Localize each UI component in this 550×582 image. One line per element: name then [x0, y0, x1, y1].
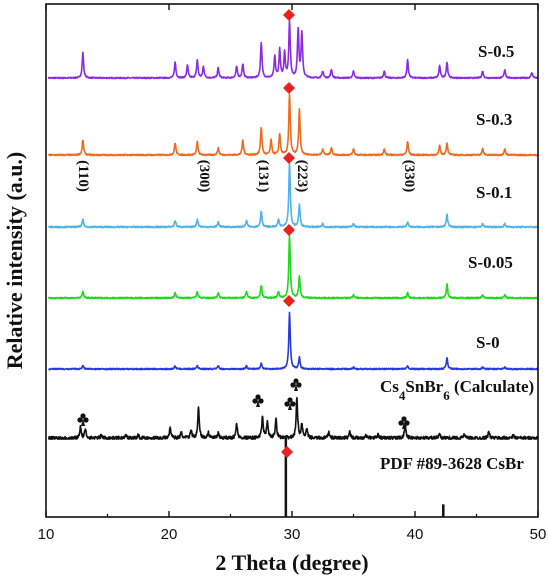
series-label-s-0: S-0 — [476, 333, 500, 352]
series-layer — [47, 19, 539, 517]
csbr-marker — [283, 9, 295, 21]
series-label-s-0-5: S-0.5 — [478, 42, 514, 61]
hkl-label: (300) — [196, 160, 212, 193]
hkl-label: (223) — [294, 160, 310, 193]
y-axis-title: Relative intensity (a.u.) — [2, 152, 27, 370]
series-label-s-0-05: S-0.05 — [468, 253, 513, 272]
x-tick-label: 40 — [407, 526, 424, 543]
x-axis-title: 2 Theta (degree) — [215, 550, 368, 575]
series-s-0-line — [48, 311, 539, 371]
x-tick-label: 50 — [530, 526, 547, 543]
cs4snbr6-marker — [284, 397, 296, 410]
series-s-0-5-line — [47, 19, 539, 80]
axis-layer: 10 20 30 40 50 2 Theta (degree) Relative inten… — [2, 3, 547, 575]
hkl-label: (110) — [75, 160, 91, 192]
hkl-label: (131) — [255, 160, 271, 193]
series-label-cs4snbr6-calculate: Cs4SnBr6 (Calculate) — [380, 377, 534, 403]
series-pdf-89-3628-csbr — [284, 438, 445, 517]
series-label-pdf-89-3628-csbr: PDF #89-3628 CsBr — [380, 454, 524, 473]
series-label-s-0-3: S-0.3 — [476, 110, 512, 129]
x-tick-label: 10 — [38, 526, 55, 543]
label-layer: S-0.5 S-0.3 S-0.1 S-0.05 S-0 Cs4SnBr6 (Calcul… — [75, 42, 534, 473]
hkl-label: (330) — [401, 160, 417, 193]
csbr-marker — [283, 82, 295, 94]
series-s-0-05-line — [47, 234, 539, 300]
x-tick-label: 20 — [161, 526, 178, 543]
plot-frame — [45, 3, 539, 518]
cs4snbr6-marker — [290, 378, 302, 391]
cs4snbr6-marker — [77, 413, 89, 426]
series-cs4snbr6-calculate-line — [48, 396, 539, 440]
cs4snbr6-marker — [252, 394, 264, 407]
x-tick-label: 30 — [284, 526, 301, 543]
series-s-0-3-line — [47, 93, 539, 157]
csbr-marker — [281, 446, 293, 458]
csbr-marker — [283, 152, 295, 164]
series-s-0-1-line — [47, 162, 539, 229]
marker-layer — [77, 9, 410, 458]
csbr-marker — [283, 295, 295, 307]
csbr-marker — [283, 224, 295, 236]
series-label-s-0-1: S-0.1 — [476, 183, 512, 202]
cs4snbr6-marker — [398, 416, 410, 429]
